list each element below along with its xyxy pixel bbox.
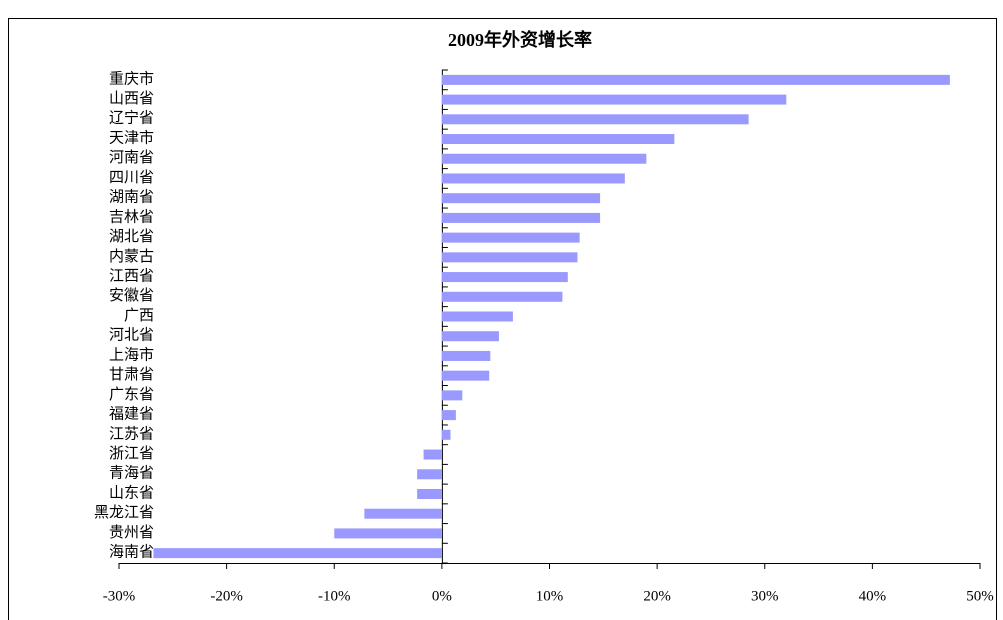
x-tick-label: 50% [966, 588, 994, 604]
bar [441, 173, 625, 184]
bar [441, 272, 568, 283]
bar [364, 508, 442, 519]
bar [441, 410, 456, 421]
y-tick-label: 山东省 [109, 484, 154, 501]
y-tick-label: 四川省 [109, 169, 154, 186]
bar [441, 331, 499, 342]
bar [417, 469, 442, 480]
x-tick-label: -20% [210, 588, 243, 604]
y-tick-label: 上海市 [109, 346, 154, 363]
y-tick-label: 江苏省 [109, 425, 154, 442]
y-tick-label: 浙江省 [109, 445, 154, 462]
bar [423, 449, 442, 460]
y-tick-label: 贵州省 [109, 524, 154, 541]
x-tick-label: -10% [318, 588, 351, 604]
bar [441, 94, 787, 105]
y-tick-label: 安徽省 [109, 287, 154, 304]
bar [153, 548, 442, 559]
bar [441, 134, 675, 145]
x-tick-label: -30% [103, 588, 136, 604]
y-tick-label: 青海省 [109, 465, 154, 482]
y-tick-label: 湖北省 [109, 228, 154, 245]
y-tick-label: 吉林省 [109, 208, 154, 225]
y-tick-label: 江西省 [109, 267, 154, 284]
bar [441, 153, 647, 164]
x-tick-label: 0% [432, 588, 452, 604]
y-tick-label: 河南省 [109, 149, 154, 166]
chart-title: 2009年外资增长率 [448, 29, 592, 50]
y-tick-label: 福建省 [109, 406, 154, 423]
bar [441, 232, 580, 243]
x-tick-label: 30% [751, 588, 779, 604]
y-tick-label: 天津市 [109, 129, 154, 146]
y-tick-label: 河北省 [109, 327, 154, 344]
bar [441, 74, 950, 85]
y-tick-label: 湖南省 [109, 189, 154, 206]
y-tick-label: 海南省 [109, 544, 154, 561]
bar [417, 488, 442, 499]
bar [441, 370, 490, 381]
y-tick-label: 广西 [124, 307, 154, 324]
bar [441, 429, 451, 440]
bar [441, 114, 749, 125]
bar [441, 193, 601, 204]
bar [441, 390, 463, 401]
bar [441, 311, 513, 322]
x-tick-label: 40% [859, 588, 887, 604]
bar [441, 252, 578, 263]
x-tick-label: 10% [536, 588, 564, 604]
x-tick-label: 20% [643, 588, 671, 604]
y-tick-label: 山西省 [109, 90, 154, 107]
y-tick-label: 辽宁省 [109, 110, 154, 127]
bar [334, 528, 442, 539]
bar [441, 212, 601, 223]
y-tick-label: 黑龙江省 [94, 504, 154, 521]
y-tick-label: 广东省 [109, 386, 154, 403]
bar [441, 350, 491, 361]
y-tick-label: 甘肃省 [109, 366, 154, 383]
bar [441, 291, 563, 302]
y-tick-label: 重庆市 [109, 70, 154, 87]
y-tick-label: 内蒙古 [109, 248, 154, 265]
